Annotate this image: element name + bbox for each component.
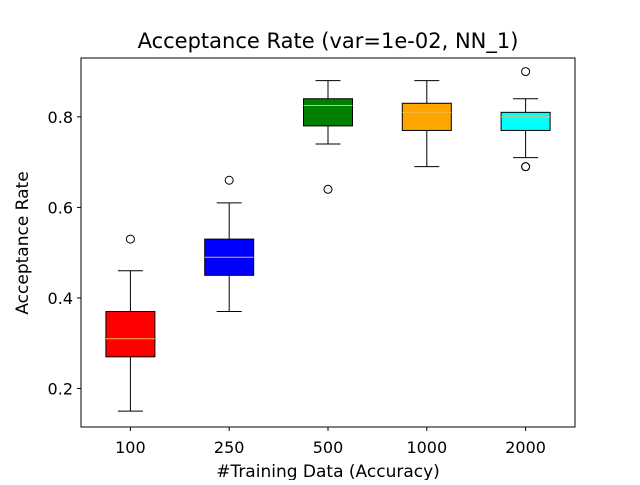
outlier-point xyxy=(323,184,333,194)
y-axis-label: Acceptance Rate xyxy=(13,171,33,314)
outlier-point xyxy=(224,175,234,185)
box-1000 xyxy=(401,102,452,131)
y-tick-label: 0.2 xyxy=(48,380,73,399)
y-tick-label: 0.4 xyxy=(48,289,73,308)
x-tick-label: 1000 xyxy=(406,438,447,457)
plot-frame xyxy=(80,57,576,428)
box-100 xyxy=(105,311,156,358)
y-tick-label: 0.6 xyxy=(48,198,73,217)
box-500 xyxy=(303,98,353,127)
outlier-point xyxy=(521,67,531,77)
x-tick-label: 250 xyxy=(214,438,245,457)
outlier-point xyxy=(521,162,531,172)
box-2000 xyxy=(500,111,551,131)
x-axis-label: #Training Data (Accuracy) xyxy=(216,462,440,480)
x-tick-label: 2000 xyxy=(505,438,546,457)
plot-area: 0.2 0.4 0.6 0.8 100 250 500 1000 2000 xyxy=(48,67,551,457)
x-tick-label: 500 xyxy=(313,438,344,457)
x-tick-label: 100 xyxy=(115,438,146,457)
chart-title: Acceptance Rate (var=1e-02, NN_1) xyxy=(138,29,519,54)
outlier-point xyxy=(125,234,135,244)
y-tick-label: 0.8 xyxy=(48,108,73,127)
